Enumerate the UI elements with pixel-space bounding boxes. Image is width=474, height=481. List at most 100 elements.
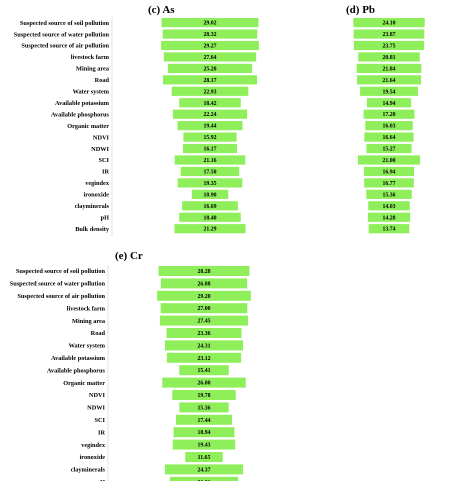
- panel-cr-bar: [185, 452, 223, 462]
- panel-as-value-label: 15.92: [203, 135, 216, 141]
- panel-cr-bar: [176, 414, 232, 425]
- panel-as-value-label: 18.40: [203, 215, 216, 221]
- panel-as-value-label: 18.42: [203, 101, 216, 107]
- panel-as-category-label: clayminerals: [75, 203, 110, 210]
- panel-cr-bar: [173, 427, 235, 438]
- panel-pb-value-label: 14.94: [382, 101, 395, 107]
- panel-cr-category-label: IR: [98, 429, 105, 436]
- panel-as-category-label: Organic matter: [67, 123, 109, 130]
- panel-cr-category-label: Water system: [69, 343, 106, 350]
- panel-as-value-label: 25.20: [203, 66, 216, 72]
- panel-pb-value-label: 20.81: [382, 55, 395, 61]
- panel-cr-bar: [169, 476, 239, 481]
- panel-pb-value-label: 24.10: [382, 21, 395, 27]
- panel-as-bar: [174, 224, 246, 234]
- panel-as-category-label: Road: [95, 77, 110, 84]
- panel-as-value-label: 28.17: [203, 78, 216, 84]
- panel-cr-category-label: clayminerals: [71, 467, 106, 474]
- panel-cr-value-label: 15.41: [197, 368, 210, 374]
- panel-as-bar: [174, 155, 246, 165]
- panel-as-bar: [163, 52, 257, 62]
- panel-cr-category-label: NDWI: [87, 405, 105, 412]
- panel-cr-bar: [158, 266, 250, 276]
- panel-as-bar: [167, 63, 253, 73]
- panel-pb-bar: [353, 40, 425, 51]
- panel-title-pb: (d) Pb: [346, 4, 375, 16]
- panel-pb-value-label: 17.20: [382, 112, 395, 118]
- panel-pb-bar: [363, 166, 415, 177]
- panel-as-category-label: vegindex: [85, 180, 110, 187]
- panel-pb-value-label: 16.03: [382, 124, 395, 130]
- panel-as-value-label: 19.44: [203, 124, 216, 130]
- panel-as-category-label: NDVI: [93, 134, 110, 141]
- panel-as-value-label: 21.16: [203, 158, 216, 164]
- panel-cr-bar: [166, 328, 242, 338]
- panel-cr-category-label: livestock farm: [67, 305, 106, 312]
- panel-cr-category-label: Suspected source of soil pollution: [16, 268, 106, 275]
- panel-cr-value-label: 27.00: [197, 306, 210, 312]
- panel-as-category-label: ironoxide: [84, 192, 110, 199]
- panel-cr-bar: [159, 315, 249, 326]
- panel-cr-value-label: 28.28: [197, 269, 210, 275]
- panel-pb-value-label: 15.36: [382, 192, 395, 198]
- panel-as-bar: [162, 29, 258, 39]
- panel-pb-bar: [357, 155, 421, 165]
- panel-as-category-label: pH: [101, 214, 110, 221]
- panel-cr-value-label: 24.37: [197, 467, 210, 473]
- panel-as-category-label: NDWI: [91, 146, 109, 153]
- panel-cr-category-label: SCI: [95, 417, 106, 424]
- panel-as-bar: [180, 166, 240, 177]
- panel-pb-value-label: 19.54: [382, 89, 395, 95]
- panel-pb-bar: [366, 189, 412, 199]
- panel-cr-value-label: 19.78: [197, 393, 210, 399]
- panel-as-bar: [183, 132, 237, 142]
- panel-cr-bar: [172, 439, 236, 450]
- panel-pb-bar: [360, 86, 418, 96]
- panel-as-category-label: Suspected source of water pollution: [14, 31, 110, 38]
- panel-pb-bar: [358, 52, 420, 62]
- panel-pb-value-label: 14.03: [382, 204, 395, 210]
- panel-as-value-label: 29.27: [203, 44, 216, 50]
- panel-pb-bar: [363, 109, 415, 119]
- panel-cr-category-label: Road: [91, 330, 106, 337]
- panel-cr-value-label: 27.45: [197, 319, 210, 325]
- panel-as-value-label: 22.24: [203, 112, 216, 118]
- panel-pb-value-label: 14.28: [382, 215, 395, 221]
- panel-cr-value-label: 15.36: [197, 405, 210, 411]
- panel-cr-category-label: NDVI: [89, 392, 106, 399]
- panel-title-cr: (e) Cr: [115, 250, 143, 262]
- panel-as-value-label: 22.93: [203, 89, 216, 95]
- panel-cr-category-label: Mining area: [72, 318, 106, 325]
- panel-cr-bar: [179, 365, 229, 376]
- panel-cr-bar: [172, 390, 236, 400]
- panel-cr-bar: [157, 290, 251, 301]
- panel-pb-value-label: 16.77: [382, 181, 395, 187]
- panel-cr-bar: [160, 303, 248, 314]
- panel-as-bar: [177, 178, 243, 188]
- panel-pb-bar: [364, 132, 414, 142]
- panel-as-value-label: 16.69: [203, 204, 216, 210]
- panel-pb-bar: [356, 63, 422, 73]
- panel-cr-category-label: vegindex: [81, 442, 106, 449]
- panel-pb-bar: [368, 201, 410, 211]
- panel-cr-category-label: Available phosphorus: [47, 367, 106, 374]
- panel-cr-bar: [160, 278, 248, 289]
- panel-as-category-label: Suspected source of soil pollution: [20, 20, 110, 27]
- panel-cr-bar: [162, 377, 246, 388]
- panel-as-value-label: 10.90: [203, 192, 216, 198]
- panel-as-category-label: livestock farm: [71, 54, 110, 61]
- panel-pb-value-label: 15.27: [382, 147, 395, 153]
- panel-cr-bar: [166, 352, 242, 363]
- panel-cr-value-label: 23.12: [197, 356, 210, 362]
- panel-as-value-label: 27.64: [203, 55, 216, 61]
- panel-as-bar: [162, 75, 258, 85]
- panel-cr-category-label: Available potassium: [51, 355, 106, 362]
- panel-as-category-label: SCI: [99, 157, 110, 164]
- panel-as-category-label: Mining area: [76, 66, 110, 73]
- panel-pb-bar: [367, 212, 411, 222]
- panel-cr-category-label: Suspected source of water pollution: [10, 281, 106, 288]
- panel-cr-category-label: Suspected source of air pollution: [17, 293, 105, 300]
- panel-cr-category-label: pH: [97, 479, 106, 481]
- panel-pb-value-label: 16.64: [382, 135, 395, 141]
